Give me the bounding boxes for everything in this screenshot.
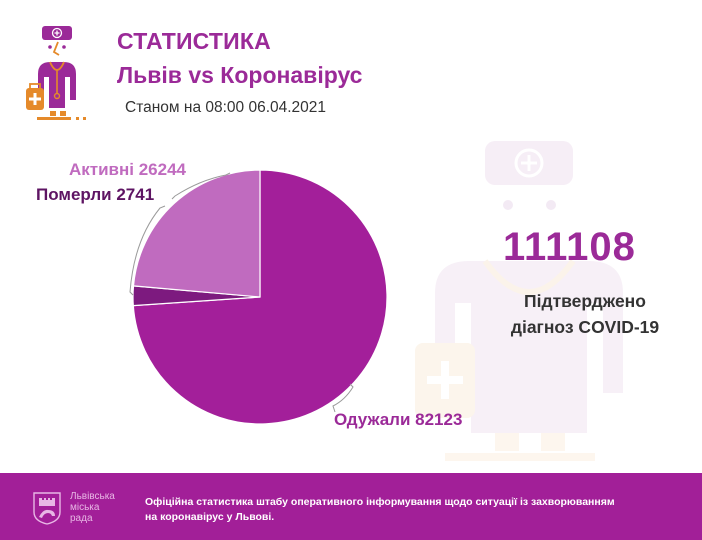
total-caption: Підтверджено діагноз COVID-19: [500, 288, 670, 340]
city-council-name: Львівська міська рада: [70, 491, 115, 524]
page-title: СТАТИСТИКА: [117, 28, 271, 54]
doctor-logo-icon: [26, 26, 86, 120]
leader-line-recovered: [332, 383, 354, 413]
doctor-watermark-icon: [415, 141, 623, 461]
pie-chart: [129, 169, 388, 425]
as-of-date: Станом на 08:00 06.04.2021: [125, 99, 327, 116]
lviv-crest-icon: [33, 492, 61, 525]
leader-line-deceased: [129, 205, 166, 296]
leader-line-active: [171, 172, 231, 200]
page-subtitle: Львів vs Коронавірус: [117, 62, 363, 88]
label-deceased: Померли 2741: [36, 185, 155, 204]
caption-line-1: Підтверджено: [524, 291, 646, 311]
label-active: Активні 26244: [69, 160, 186, 179]
label-recovered: Одужали 82123: [334, 410, 463, 429]
caption-line-2: діагноз COVID-19: [510, 317, 660, 337]
footer: Львівська міська рада Офіційна статистик…: [0, 473, 702, 540]
footer-disclaimer: Офіційна статистика штабу оперативного і…: [145, 496, 615, 523]
total-cases: 111108: [503, 225, 636, 269]
pie-slice-active[interactable]: [132, 169, 261, 298]
